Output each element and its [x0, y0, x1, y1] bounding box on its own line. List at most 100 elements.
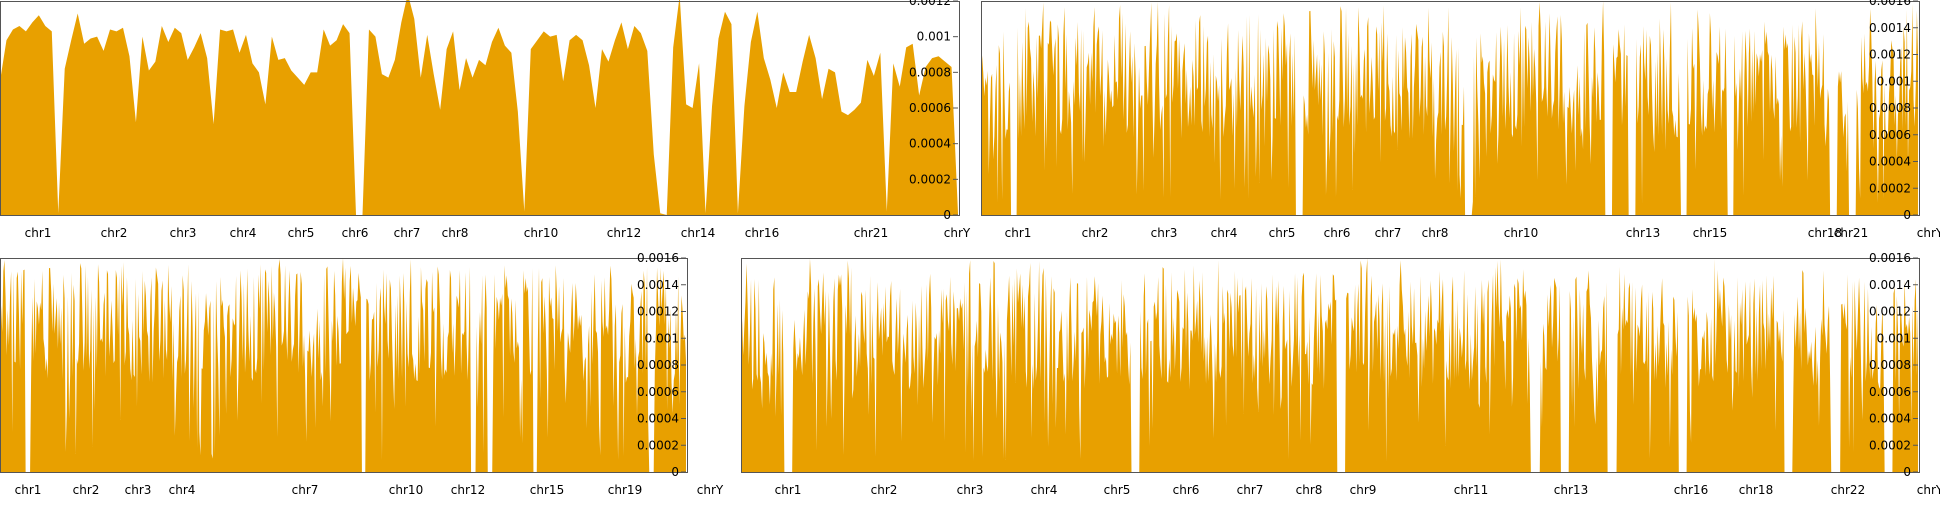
x-tick-label: chr1: [15, 483, 42, 497]
x-tick-label: chr10: [389, 483, 423, 497]
panel-top-right: 0 0.0002 0.0004 0.0006 0.0008 0.001 0.0012 0.00…: [981, 0, 1940, 240]
y-tick-label: 0.001: [917, 30, 951, 44]
x-tick-label: chr5: [288, 226, 315, 240]
x-tick-label: chr8: [1422, 226, 1449, 240]
x-tick-label: chr10: [524, 226, 558, 240]
x-tick-label: chr10: [1504, 226, 1538, 240]
y-tick-label: 0: [943, 208, 951, 222]
y-tick-label: 0.0012: [1869, 305, 1911, 319]
y-tick-label: 0.0012: [637, 305, 679, 319]
x-tick-label: chr3: [957, 483, 984, 497]
y-tick-label: 0.0016: [1869, 251, 1911, 265]
x-tick-label: chr11: [1454, 483, 1488, 497]
y-tick-label: 0: [1903, 465, 1911, 479]
y-tick-label: 0.0012: [1869, 48, 1911, 62]
x-tick-label: chr7: [1237, 483, 1264, 497]
x-tick-label: chr12: [607, 226, 641, 240]
y-tick-label: 0.0004: [909, 137, 951, 151]
y-tick-label: 0.0006: [909, 101, 951, 115]
x-tick-label: chr15: [530, 483, 564, 497]
x-tick-label: chr2: [871, 483, 898, 497]
x-tick-label: chr4: [1031, 483, 1058, 497]
y-tick-label: 0.0008: [1869, 101, 1911, 115]
coverage-area: [741, 258, 1918, 472]
coverage-area: [0, 0, 958, 215]
x-tick-label: chr6: [1324, 226, 1351, 240]
y-tick-label: 0.0012: [909, 0, 951, 8]
x-tick-label: chr6: [342, 226, 369, 240]
y-tick-label: 0.0008: [909, 65, 951, 79]
y-tick-label: 0.0014: [1869, 278, 1911, 292]
x-tick-label: chr9: [1350, 483, 1377, 497]
y-tick-label: 0.0016: [637, 251, 679, 265]
x-tick-label: chr13: [1554, 483, 1588, 497]
y-tick-label: 0.001: [645, 331, 679, 345]
coverage-area: [981, 1, 1918, 216]
x-tick-label: chrY: [944, 226, 971, 240]
x-tick-label: chr13: [1626, 226, 1660, 240]
x-tick-label: chr2: [73, 483, 100, 497]
x-tick-label: chr19: [608, 483, 642, 497]
x-tick-label: chr3: [170, 226, 197, 240]
y-tick-label: 0.0002: [909, 172, 951, 186]
y-tick-label: 0.0004: [637, 412, 679, 426]
x-tick-label: chr3: [1151, 226, 1178, 240]
y-tick-label: 0.001: [1877, 331, 1911, 345]
x-tick-label: chr21: [854, 226, 888, 240]
y-tick-label: 0: [1903, 208, 1911, 222]
plot-frame: [0, 1, 960, 216]
x-tick-label: chr4: [230, 226, 257, 240]
y-tick-label: 0.0008: [637, 358, 679, 372]
y-tick-label: 0.0006: [1869, 385, 1911, 399]
x-tick-label: chr16: [745, 226, 779, 240]
panel-top-left: 0 0.0002 0.0004 0.0006 0.0008 0.001 0.0012 chr1…: [0, 0, 971, 240]
x-tick-label: chr1: [775, 483, 802, 497]
y-tick-label: 0.0006: [637, 385, 679, 399]
y-tick-label: 0.0002: [1869, 181, 1911, 195]
x-tick-label: chr7: [394, 226, 421, 240]
y-tick-label: 0.0004: [1869, 155, 1911, 169]
x-tick-label: chr16: [1674, 483, 1708, 497]
y-tick-label: 0.001: [1877, 74, 1911, 88]
x-tick-label: chr3: [125, 483, 152, 497]
x-tick-label: chr2: [1082, 226, 1109, 240]
x-tick-label: chr6: [1173, 483, 1200, 497]
plot-frame: [981, 1, 1920, 216]
x-tick-label: chr5: [1269, 226, 1296, 240]
y-tick-label: 0.0002: [1869, 438, 1911, 452]
coverage-area: [0, 258, 686, 472]
x-tick-label: chr8: [1296, 483, 1323, 497]
x-tick-label: chr4: [169, 483, 196, 497]
plot-frame: [0, 258, 688, 473]
x-tick-label: chr5: [1104, 483, 1131, 497]
x-tick-label: chr7: [292, 483, 319, 497]
x-tick-label: chrY: [697, 483, 724, 497]
x-tick-label: chr4: [1211, 226, 1238, 240]
y-tick-label: 0.0008: [1869, 358, 1911, 372]
x-tick-label: chr15: [1693, 226, 1727, 240]
y-tick-label: 0.0006: [1869, 128, 1911, 142]
y-tick-label: 0: [671, 465, 679, 479]
x-tick-label: chr18: [1739, 483, 1773, 497]
x-tick-label: chr1: [25, 226, 52, 240]
plot-frame: [741, 258, 1920, 473]
y-tick-label: 0.0002: [637, 438, 679, 452]
x-tick-label: chr21: [1834, 226, 1868, 240]
panel-bottom-left: 0 0.0002 0.0004 0.0006 0.0008 0.001 0.0012 0.00…: [0, 251, 724, 497]
panel-bottom-right: 0 0.0002 0.0004 0.0006 0.0008 0.001 0.0012 0.00…: [741, 251, 1940, 497]
x-tick-label: chr18: [1808, 226, 1842, 240]
x-tick-label: chr22: [1831, 483, 1865, 497]
x-tick-label: chr12: [451, 483, 485, 497]
y-tick-label: 0.0004: [1869, 412, 1911, 426]
x-tick-label: chr2: [101, 226, 128, 240]
y-tick-label: 0.0014: [1869, 21, 1911, 35]
x-tick-label: chrY: [1917, 226, 1940, 240]
y-tick-label: 0.0014: [637, 278, 679, 292]
x-tick-label: chrY: [1917, 483, 1940, 497]
x-tick-label: chr14: [681, 226, 715, 240]
x-tick-label: chr7: [1375, 226, 1402, 240]
y-tick-label: 0.0016: [1869, 0, 1911, 8]
x-tick-label: chr8: [442, 226, 469, 240]
